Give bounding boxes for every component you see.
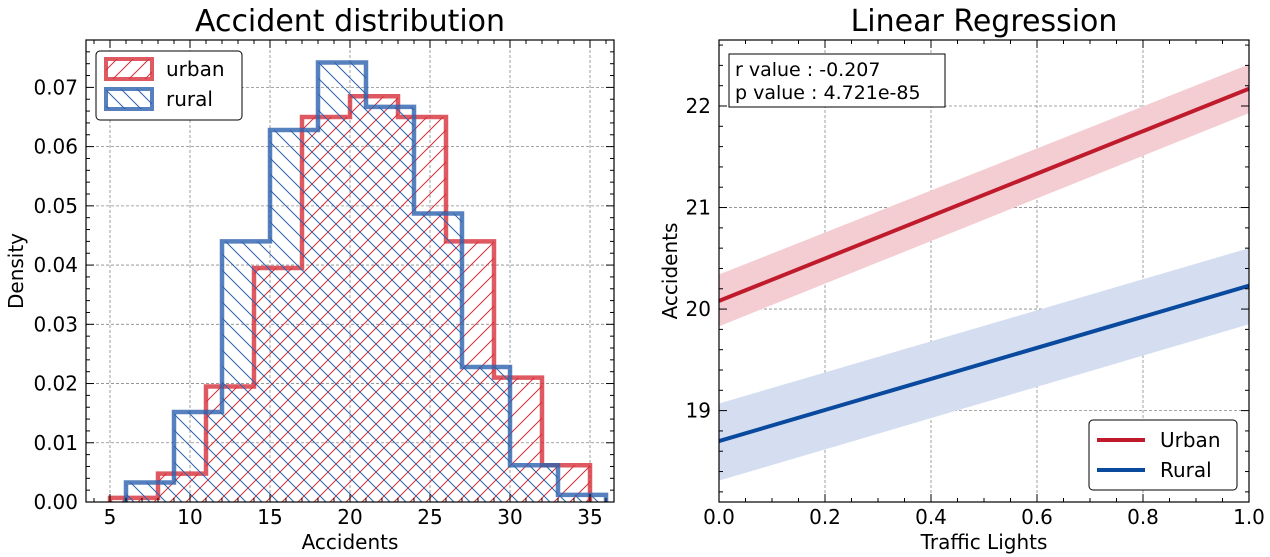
y-tick-label: 0.06 [33, 135, 78, 159]
y-tick-label: 0.02 [33, 372, 78, 396]
bar-fill-rural [558, 494, 606, 502]
legend-label-rural-line: Rural [1160, 458, 1212, 482]
y-tick-label: 22 [686, 94, 711, 118]
y-tick-label: 20 [686, 297, 711, 321]
regression-legend: Urban Rural [1088, 419, 1238, 491]
regression-series-rural [719, 248, 1249, 481]
y-tick-label: 0.01 [33, 431, 78, 455]
y-tick-label: 21 [686, 196, 711, 220]
y-tick-label: 0.05 [33, 194, 78, 218]
x-tick-label: 30 [497, 505, 522, 529]
x-tick-label: 0.0 [703, 505, 735, 529]
histogram-bars [107, 60, 609, 502]
annotation-r-value: r value : -0.207 [735, 59, 880, 81]
bar-fill-rural [126, 482, 174, 502]
legend-label-rural: rural [166, 87, 213, 111]
y-tick-label: 0.00 [33, 490, 78, 514]
fit-line-urban [719, 86, 1249, 303]
histogram-ticks: 5 10 15 20 25 30 35 0.00 0.01 0.02 0.03 0.04 0.05 0.0… [33, 40, 614, 529]
histogram-legend: urban rural [95, 50, 243, 121]
fit-line-rural [719, 283, 1249, 443]
regression-ticks: 0.0 0.2 0.4 0.6 0.8 1.0 19 20 21 22 [686, 40, 1265, 529]
legend-label-urban-line: Urban [1160, 428, 1221, 452]
legend-label-urban: urban [166, 57, 225, 81]
regression-legend-box [1088, 419, 1238, 491]
x-tick-label: 35 [577, 505, 602, 529]
regression-ylabel: Accidents [658, 223, 682, 320]
annotation-p-value: p value : 4.721e-85 [735, 82, 921, 104]
x-tick-label: 0.6 [1021, 505, 1053, 529]
bar-fill-rural [510, 465, 558, 502]
x-tick-label: 0.2 [809, 505, 841, 529]
histogram-ylabel: Density [4, 233, 28, 309]
regression-xlabel: Traffic Lights [920, 530, 1048, 554]
x-tick-label: 25 [417, 505, 442, 529]
annotation-box [728, 53, 946, 108]
legend-swatch-rural [104, 87, 154, 111]
y-tick-label: 0.03 [33, 312, 78, 336]
bar-fill-rural [174, 411, 222, 502]
y-tick-label: 0.04 [33, 253, 78, 277]
regression-panel: Linear Regression 0.0 0.2 0.4 0.6 0.8 1.0 19 20… [658, 4, 1265, 554]
histogram-xlabel: Accidents [302, 530, 399, 554]
x-tick-label: 0.4 [915, 505, 947, 529]
regression-annotation: r value : -0.207 p value : 4.721e-85 [728, 53, 946, 108]
y-tick-label: 19 [686, 399, 711, 423]
legend-swatch-urban [104, 57, 154, 81]
x-tick-label: 1.0 [1233, 505, 1265, 529]
x-tick-label: 5 [104, 505, 117, 529]
regression-lines [719, 64, 1249, 481]
bar-fill-rural [366, 106, 414, 502]
bar-fill-rural [222, 241, 270, 502]
x-tick-label: 10 [177, 505, 202, 529]
x-tick-label: 20 [337, 505, 362, 529]
series-rural [123, 60, 609, 502]
y-tick-label: 0.07 [33, 75, 78, 99]
bar-fill-rural [318, 62, 366, 502]
bar-fill-rural [270, 130, 318, 502]
x-tick-label: 0.8 [1127, 505, 1159, 529]
histogram-title: Accident distribution [195, 4, 505, 39]
regression-series-urban [719, 64, 1249, 327]
bar-fill-rural [462, 366, 510, 502]
bar-fill-rural [414, 213, 462, 502]
x-tick-label: 15 [257, 505, 282, 529]
regression-title: Linear Regression [851, 4, 1118, 39]
step-outline-rural [123, 60, 609, 502]
histogram-panel: Accident distribution 5 10 15 20 25 30 35 0.00 0… [4, 4, 615, 554]
